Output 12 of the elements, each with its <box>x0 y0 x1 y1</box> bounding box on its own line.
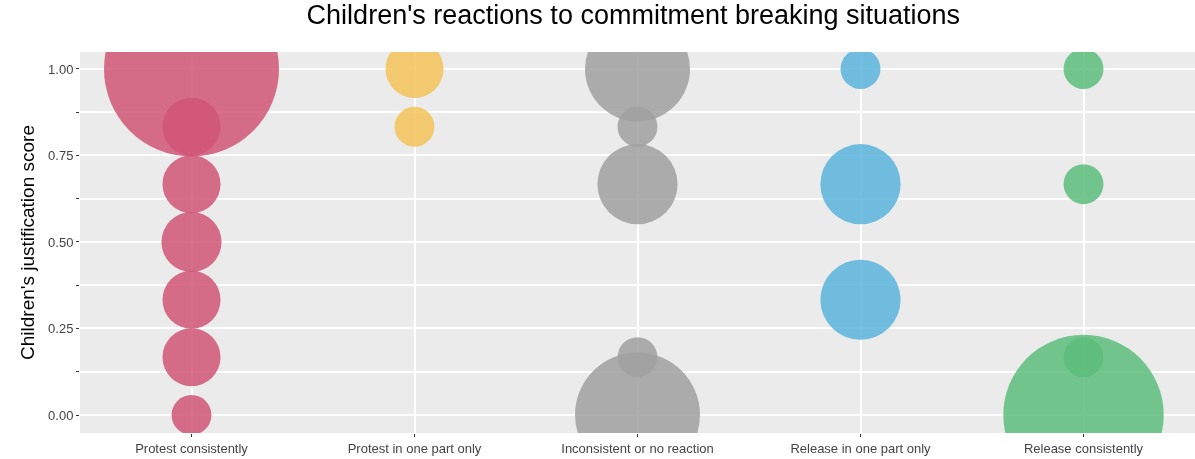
y-tick-label: 0.50 <box>48 234 74 250</box>
x-tick-label: Release in one part only <box>790 440 932 456</box>
y-tick-label: 0.75 <box>48 148 74 164</box>
y-tick-label: 1.00 <box>48 61 74 77</box>
y-axis-title: Children's justification score <box>16 125 38 360</box>
chart-title: Children's reactions to commitment breaking situations <box>306 0 961 30</box>
y-tick-label: 0.25 <box>48 321 74 337</box>
y-tick-label: 0.00 <box>48 407 74 423</box>
x-tick-label: Release consistently <box>1023 440 1144 456</box>
x-tick-label: Inconsistent or no reaction <box>561 440 714 456</box>
x-tick-label: Protest consistently <box>135 440 249 456</box>
x-tick-label: Protest in one part only <box>347 440 482 456</box>
